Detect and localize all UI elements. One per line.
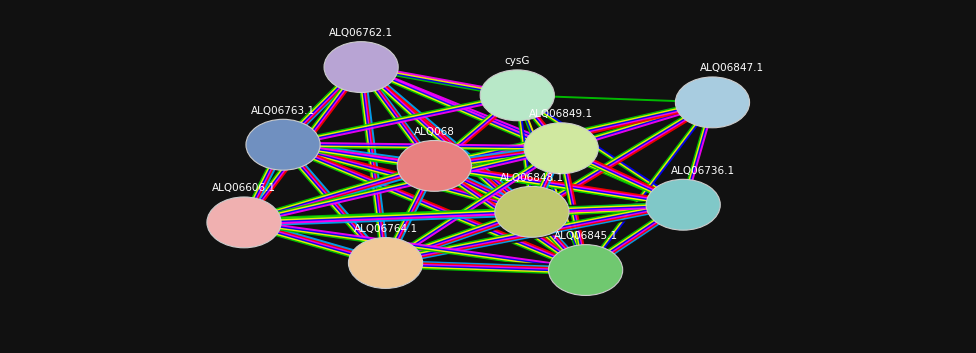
Ellipse shape [524, 123, 598, 174]
Ellipse shape [348, 238, 423, 288]
Text: ALQ06849.1: ALQ06849.1 [529, 109, 593, 119]
Text: ALQ06848.1: ALQ06848.1 [500, 173, 564, 183]
Ellipse shape [397, 140, 471, 191]
Ellipse shape [495, 186, 569, 237]
Text: ALQ06736.1: ALQ06736.1 [671, 166, 735, 176]
Text: ALQ068: ALQ068 [414, 127, 455, 137]
Ellipse shape [646, 179, 720, 230]
Ellipse shape [549, 245, 623, 295]
Text: ALQ06845.1: ALQ06845.1 [553, 231, 618, 241]
Text: ALQ06606.1: ALQ06606.1 [212, 184, 276, 193]
Text: cysG: cysG [505, 56, 530, 66]
Text: ALQ06764.1: ALQ06764.1 [353, 224, 418, 234]
Ellipse shape [324, 42, 398, 92]
Text: ALQ06762.1: ALQ06762.1 [329, 28, 393, 38]
Ellipse shape [675, 77, 750, 128]
Text: ALQ06763.1: ALQ06763.1 [251, 106, 315, 116]
Text: ALQ06847.1: ALQ06847.1 [700, 64, 764, 73]
Ellipse shape [246, 119, 320, 170]
Ellipse shape [207, 197, 281, 248]
Ellipse shape [480, 70, 554, 121]
